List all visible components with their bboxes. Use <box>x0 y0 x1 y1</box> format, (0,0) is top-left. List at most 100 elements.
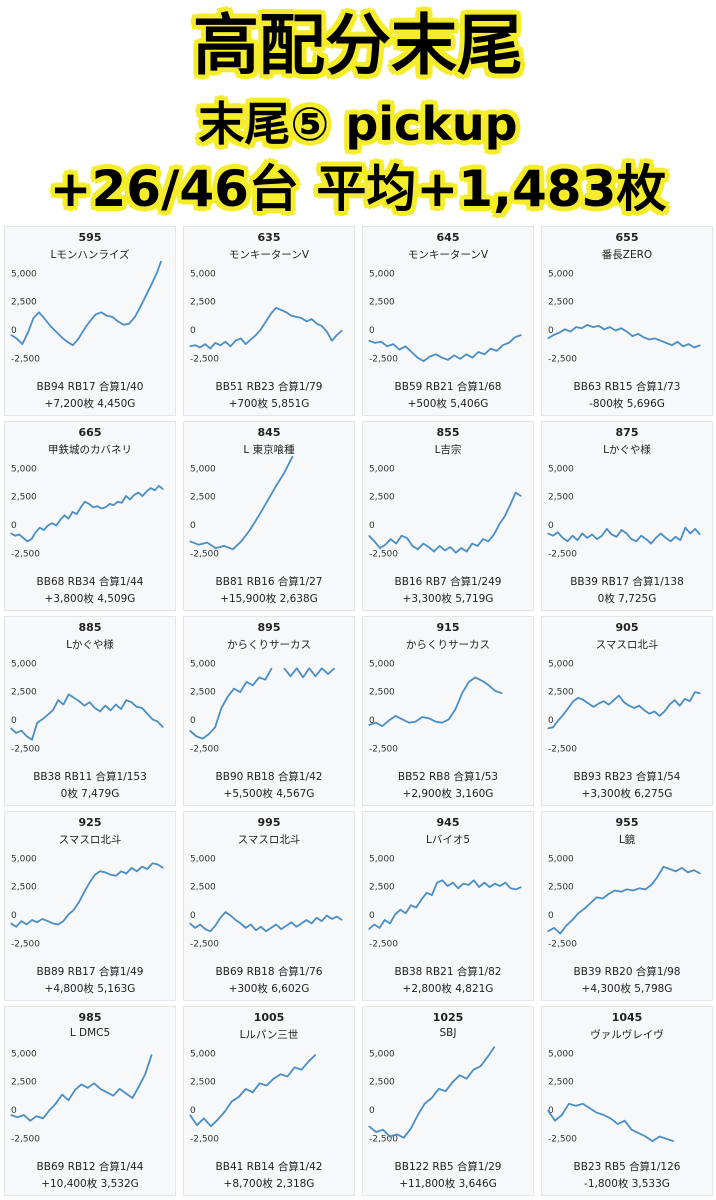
data-point <box>428 546 430 548</box>
result-summary: +500枚 5,406G <box>407 398 489 410</box>
data-point <box>249 529 251 531</box>
data-point <box>379 547 381 549</box>
data-point <box>245 927 247 929</box>
data-point <box>381 725 383 727</box>
data-point <box>465 1078 468 1080</box>
y-tick-label: 5,000 <box>11 1049 37 1059</box>
data-point <box>30 538 33 540</box>
data-point <box>199 346 201 349</box>
chart-card: 645 モンキーターンV 5,000 2,500 0 -2,500 BB59 RB21 合算… <box>362 226 534 416</box>
data-point <box>410 904 412 906</box>
data-point <box>389 1135 391 1138</box>
data-point <box>422 543 424 545</box>
data-point <box>676 341 679 343</box>
data-point <box>250 923 252 926</box>
data-point <box>455 552 457 554</box>
data-point <box>26 735 28 737</box>
data-point <box>394 913 396 915</box>
data-point <box>648 338 650 341</box>
chart-card: 875 Lかぐや様 5,000 2,500 0 -2,500 BB39 RB17 合算1/1… <box>541 421 713 611</box>
data-point <box>111 316 113 318</box>
y-tick-label: -2,500 <box>11 939 40 949</box>
data-point <box>331 340 333 342</box>
machine-number: 985 <box>78 1011 102 1024</box>
result-summary: +700枚 5,851G <box>228 398 310 410</box>
machine-name: スマスロ北斗 <box>237 834 301 846</box>
data-point <box>341 919 343 921</box>
data-point <box>125 495 127 497</box>
data-point <box>582 1103 584 1105</box>
data-point <box>552 726 554 728</box>
data-point <box>35 531 37 533</box>
data-point <box>26 540 28 542</box>
data-point <box>390 538 392 540</box>
data-point <box>681 867 683 869</box>
y-tick-label: 2,500 <box>11 1078 37 1088</box>
machine-name: L 東京喰種 <box>243 444 295 456</box>
data-point <box>571 535 574 537</box>
y-tick-label: -2,500 <box>11 744 40 754</box>
y-tick-label: 0 <box>190 911 196 921</box>
data-point <box>10 532 12 534</box>
data-point <box>74 1089 76 1091</box>
data-point <box>100 507 102 510</box>
data-point <box>331 918 333 920</box>
chart-grid: 595 Lモンハンライズ 5,000 2,500 0 -2,500 BB94 RB17 合算… <box>4 226 713 1196</box>
data-point <box>158 485 160 487</box>
data-point <box>567 540 569 542</box>
machine-name: 甲鉄城のカバネリ <box>48 444 132 456</box>
data-point <box>460 547 462 549</box>
data-point <box>307 1061 309 1063</box>
data-point <box>675 870 677 872</box>
bonus-stats: BB23 RB5 合算1/126 <box>573 1161 681 1173</box>
data-point <box>417 357 419 359</box>
data-point <box>47 714 49 716</box>
data-point <box>271 667 273 669</box>
data-point <box>693 346 695 349</box>
data-point <box>479 1065 482 1067</box>
line-chart: 5,000 2,500 0 -2,500 <box>189 659 336 754</box>
data-point <box>403 1137 405 1139</box>
result-summary: +8,700枚 2,318G <box>223 1178 315 1190</box>
y-tick-label: 5,000 <box>369 269 395 279</box>
data-point <box>321 325 323 327</box>
chart-card: 635 モンキーターンV 5,000 2,500 0 -2,500 BB51 RB23 合算… <box>183 226 355 416</box>
data-point <box>637 333 639 335</box>
y-tick-label: 5,000 <box>548 464 574 474</box>
data-point <box>157 721 159 723</box>
line-chart: 5,000 2,500 0 -2,500 <box>189 269 343 364</box>
data-point <box>380 341 382 343</box>
data-point <box>57 923 59 926</box>
data-point <box>638 705 640 707</box>
data-point <box>189 1114 191 1116</box>
data-point <box>136 706 138 708</box>
data-point <box>38 311 40 313</box>
data-point <box>215 547 217 549</box>
data-point <box>452 882 454 884</box>
data-point <box>83 705 85 707</box>
data-point <box>615 329 617 332</box>
machine-name: Lルパン三世 <box>239 1029 299 1041</box>
data-point <box>596 1112 598 1114</box>
machine-number: 915 <box>436 621 460 634</box>
data-point <box>660 340 662 342</box>
data-point <box>341 329 343 332</box>
data-point <box>620 327 622 329</box>
data-point <box>438 1088 440 1090</box>
y-tick-label: 5,000 <box>11 464 37 474</box>
data-point <box>245 343 247 345</box>
result-summary: +15,900枚 2,638G <box>220 593 318 605</box>
machine-name: モンキーターンV <box>228 249 310 261</box>
data-point <box>482 538 484 540</box>
data-point <box>598 325 600 327</box>
y-tick-label: 5,000 <box>190 269 216 279</box>
data-point <box>87 1087 89 1089</box>
data-point <box>466 550 468 553</box>
data-point <box>311 922 313 924</box>
y-tick-label: 5,000 <box>548 659 574 669</box>
y-tick-label: -2,500 <box>548 744 577 754</box>
data-point <box>602 897 604 900</box>
data-point <box>94 707 96 709</box>
data-point <box>643 709 645 711</box>
machine-number: 655 <box>615 231 639 244</box>
